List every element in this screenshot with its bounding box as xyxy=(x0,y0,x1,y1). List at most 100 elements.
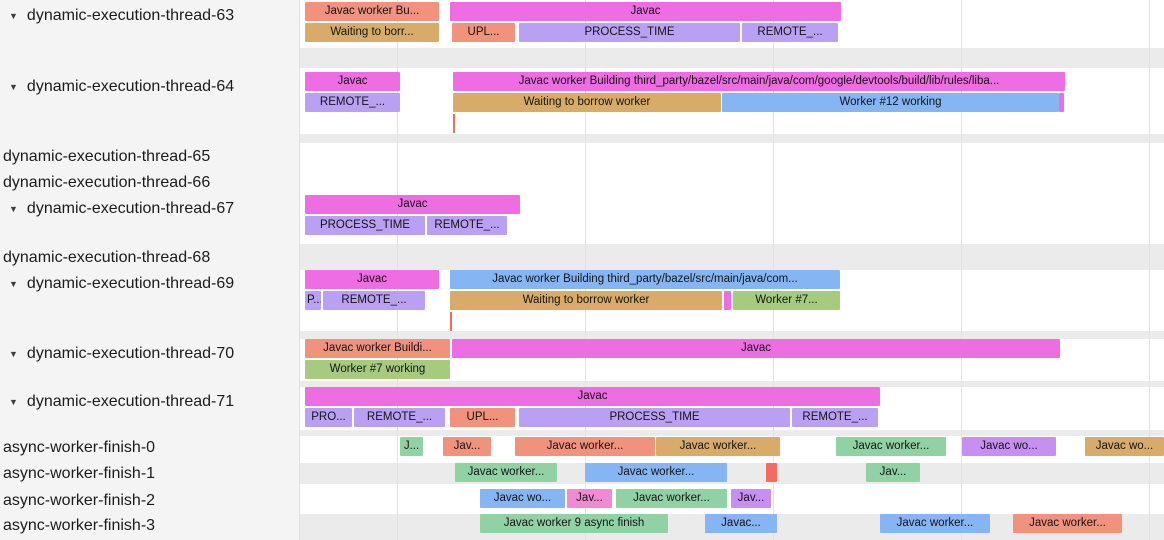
track-row-dynamic-execution-thread-70[interactable]: ▼ dynamic-execution-thread-70 xyxy=(0,343,299,365)
track-name: async-worker-finish-3 xyxy=(3,517,156,534)
trace-event[interactable]: Worker #7 working xyxy=(305,360,450,379)
event-tick[interactable] xyxy=(450,312,452,331)
event-label: REMOTE_... xyxy=(366,411,433,423)
event-label: Jav... xyxy=(737,492,765,504)
trace-event[interactable]: Javac xyxy=(305,270,439,289)
trace-event[interactable]: PROCESS_TIME xyxy=(519,408,790,427)
trace-event[interactable]: REMOTE_... xyxy=(354,408,445,427)
trace-event[interactable] xyxy=(766,463,777,482)
trace-event[interactable]: PROCESS_TIME xyxy=(305,216,425,235)
event-label: Worker #7 working xyxy=(329,363,426,375)
track-label-panel: ▼ dynamic-execution-thread-63 ▼ dynamic-exe… xyxy=(0,0,300,540)
event-tick[interactable] xyxy=(453,114,455,133)
event-label: Javac wo... xyxy=(493,492,552,504)
trace-event[interactable]: Javac worker Building third_party/bazel/… xyxy=(450,270,840,289)
track-row-async-worker-finish-1[interactable]: async-worker-finish-1 xyxy=(0,463,299,485)
trace-event[interactable]: PROCESS_TIME xyxy=(519,23,740,42)
trace-event[interactable] xyxy=(1059,93,1064,112)
trace-event[interactable]: Javac worker... xyxy=(880,514,990,533)
trace-event[interactable]: UPL... xyxy=(450,408,515,427)
trace-event[interactable]: REMOTE_... xyxy=(305,93,400,112)
track-row-dynamic-execution-thread-68[interactable]: dynamic-execution-thread-68 xyxy=(0,247,299,269)
track-name: async-worker-finish-2 xyxy=(3,492,156,509)
track-row-dynamic-execution-thread-63[interactable]: ▼ dynamic-execution-thread-63 xyxy=(0,5,299,27)
track-row-dynamic-execution-thread-66[interactable]: dynamic-execution-thread-66 xyxy=(0,172,299,194)
event-label: Javac worker... xyxy=(546,440,624,452)
track-name: dynamic-execution-thread-71 xyxy=(26,393,235,410)
trace-event[interactable]: Jav... xyxy=(731,489,771,508)
event-label: Javac xyxy=(577,390,608,402)
track-row-async-worker-finish-2[interactable]: async-worker-finish-2 xyxy=(0,490,299,512)
trace-event[interactable]: Waiting to borrow worker xyxy=(453,93,721,112)
trace-event[interactable]: Javac worker... xyxy=(1013,514,1122,533)
trace-event[interactable]: REMOTE_... xyxy=(792,408,878,427)
background-band xyxy=(300,134,1164,143)
trace-event[interactable]: Javac... xyxy=(705,514,777,533)
trace-event[interactable]: Javac worker Buildi... xyxy=(305,339,450,358)
trace-event[interactable]: Javac worker... xyxy=(455,463,557,482)
trace-event[interactable]: Javac wo... xyxy=(962,437,1056,456)
trace-event[interactable]: REMOTE_... xyxy=(323,291,425,310)
trace-event[interactable]: Worker #7... xyxy=(733,291,840,310)
gridline xyxy=(1149,0,1150,540)
track-row-dynamic-execution-thread-69[interactable]: ▼ dynamic-execution-thread-69 xyxy=(0,273,299,295)
track-row-dynamic-execution-thread-65[interactable]: dynamic-execution-thread-65 xyxy=(0,146,299,168)
trace-event[interactable]: Javac wo... xyxy=(1085,437,1164,456)
expand-arrow-icon[interactable]: ▼ xyxy=(9,349,18,359)
event-label: Javac worker... xyxy=(679,440,757,452)
track-row-async-worker-finish-0[interactable]: async-worker-finish-0 xyxy=(0,437,299,459)
expand-arrow-icon[interactable]: ▼ xyxy=(9,82,18,92)
track-row-dynamic-execution-thread-71[interactable]: ▼ dynamic-execution-thread-71 xyxy=(0,391,299,413)
event-label: Javac worker... xyxy=(896,517,974,529)
track-name: dynamic-execution-thread-64 xyxy=(26,78,235,95)
trace-event[interactable]: Javac xyxy=(452,339,1060,358)
trace-event[interactable]: Javac worker Building third_party/bazel/… xyxy=(453,72,1065,91)
trace-event[interactable]: PRO... xyxy=(305,408,352,427)
trace-event[interactable]: Javac worker... xyxy=(515,437,655,456)
trace-event[interactable]: J... xyxy=(400,437,423,456)
event-label: Worker #7... xyxy=(755,294,818,306)
trace-event[interactable]: Javac wo... xyxy=(480,489,565,508)
track-name: dynamic-execution-thread-67 xyxy=(26,200,235,217)
event-label: Javac worker Building third_party/bazel/… xyxy=(518,75,1000,87)
trace-event[interactable]: Javac xyxy=(450,2,841,21)
trace-event[interactable]: Javac xyxy=(305,387,880,406)
trace-event[interactable]: Jav... xyxy=(443,437,491,456)
event-label: Javac xyxy=(630,5,661,17)
trace-event[interactable]: Javac xyxy=(305,72,400,91)
track-row-async-worker-finish-3[interactable]: async-worker-finish-3 xyxy=(0,515,299,537)
background-band xyxy=(300,244,1164,270)
background-band xyxy=(300,430,1164,436)
trace-event[interactable]: Javac worker Bu... xyxy=(305,2,439,21)
trace-event[interactable]: Javac worker 9 async finish xyxy=(480,514,668,533)
trace-event[interactable]: REMOTE_... xyxy=(742,23,838,42)
trace-event[interactable]: Waiting to borr... xyxy=(305,23,439,42)
background-band xyxy=(300,381,1164,387)
track-row-dynamic-execution-thread-67[interactable]: ▼ dynamic-execution-thread-67 xyxy=(0,198,299,220)
expand-arrow-icon[interactable]: ▼ xyxy=(9,204,18,214)
trace-event[interactable]: Javac worker... xyxy=(616,489,727,508)
trace-event[interactable]: P... xyxy=(305,291,321,310)
trace-event[interactable]: Javac xyxy=(305,195,520,214)
event-label: Javac wo... xyxy=(1095,440,1154,452)
trace-event[interactable]: REMOTE_... xyxy=(427,216,507,235)
trace-event[interactable] xyxy=(724,291,731,310)
trace-event[interactable]: Javac worker... xyxy=(656,437,780,456)
track-row-dynamic-execution-thread-64[interactable]: ▼ dynamic-execution-thread-64 xyxy=(0,76,299,98)
trace-event[interactable]: Javac worker... xyxy=(585,463,727,482)
expand-arrow-icon[interactable]: ▼ xyxy=(9,279,18,289)
expand-arrow-icon[interactable]: ▼ xyxy=(9,11,18,21)
trace-event[interactable]: Waiting to borrow worker xyxy=(450,291,722,310)
trace-event[interactable]: Worker #12 working xyxy=(722,93,1059,112)
track-name: dynamic-execution-thread-66 xyxy=(3,174,211,191)
trace-event[interactable]: Jav... xyxy=(866,463,920,482)
expand-arrow-icon[interactable]: ▼ xyxy=(9,397,18,407)
event-label: Javac worker... xyxy=(852,440,930,452)
event-label: UPL... xyxy=(467,26,500,38)
event-label: Javac worker 9 async finish xyxy=(503,517,645,529)
trace-event[interactable]: Jav... xyxy=(567,489,612,508)
trace-event[interactable]: UPL... xyxy=(452,23,515,42)
event-label: PROCESS_TIME xyxy=(609,411,700,423)
trace-event[interactable]: Javac worker... xyxy=(836,437,946,456)
